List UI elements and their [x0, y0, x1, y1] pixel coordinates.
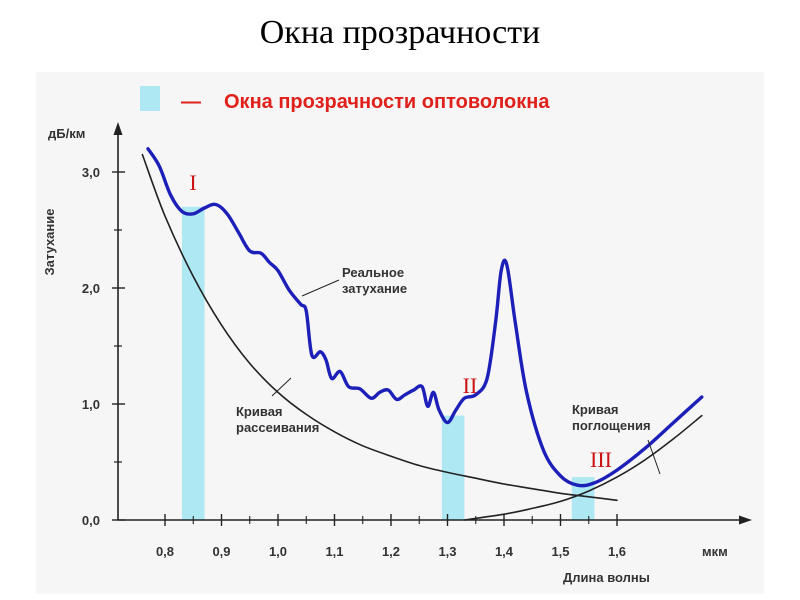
- annotation-real: Реальное затухание: [301, 265, 407, 297]
- y-axis-label: Затухание: [42, 209, 57, 276]
- y-tick-label-0: 0,0: [82, 513, 100, 528]
- window-bar-2: [441, 415, 465, 520]
- window-bar-3: [571, 477, 595, 520]
- x-tick-label-7: 1,5: [551, 544, 569, 559]
- legend-swatch: [140, 86, 160, 111]
- annotation-scattering: Кривая рассеивания: [236, 377, 319, 435]
- annotation-real-leader: [301, 279, 340, 297]
- x-tick-label-4: 1,2: [382, 544, 400, 559]
- annotation-real-line2: затухание: [342, 281, 407, 296]
- curves: [141, 147, 704, 521]
- window-label-2: II: [463, 373, 478, 398]
- x-axis-arrow: [739, 515, 752, 525]
- annotation-real-line1: Реальное: [342, 265, 404, 280]
- annotation-scattering-line1: Кривая: [236, 404, 283, 419]
- x-axis-label: Длина волны: [563, 570, 650, 585]
- real-attenuation-curve: [146, 147, 704, 488]
- legend-label: Окна прозрачности оптоволокна: [224, 91, 550, 113]
- figure-panel: [36, 72, 764, 594]
- y-tick-label-1: 1,0: [82, 397, 100, 412]
- legend-dash: —: [181, 91, 201, 113]
- x-tick-label-2: 1,0: [269, 544, 287, 559]
- annotation-absorption-line1: Кривая: [572, 402, 619, 417]
- transparency-windows: [181, 206, 595, 521]
- annotation-scattering-leader: [271, 377, 292, 397]
- annotation-absorption-line2: поглощения: [572, 418, 651, 433]
- y-axis-unit: дБ/км: [48, 126, 85, 141]
- x-tick-label-6: 1,4: [495, 544, 514, 559]
- slide-title: Окна прозрачности: [259, 14, 541, 51]
- x-axis-unit: мкм: [702, 544, 728, 559]
- window-label-1: I: [189, 170, 196, 195]
- annotation-scattering-line2: рассеивания: [236, 420, 319, 435]
- axis-ticks: 0,0 1,0 2,0 3,0 0,8 0,9 1,0 1,1 1,2 1,3 1,4 1,5 1,6: [82, 165, 626, 559]
- scattering-curve: [141, 153, 618, 502]
- annotation-absorption-leader: [647, 439, 661, 475]
- x-tick-label-0: 0,8: [156, 544, 174, 559]
- window-label-3: III: [590, 447, 612, 472]
- y-tick-label-3: 3,0: [82, 165, 100, 180]
- window-bar-1: [181, 206, 205, 521]
- x-tick-label-5: 1,3: [438, 544, 456, 559]
- y-axis-arrow: [113, 122, 123, 135]
- x-tick-label-3: 1,1: [325, 544, 343, 559]
- annotation-absorption: Кривая поглощения: [572, 402, 661, 475]
- absorption-curve: [463, 414, 703, 521]
- y-tick-label-2: 2,0: [82, 281, 100, 296]
- x-tick-label-8: 1,6: [608, 544, 626, 559]
- x-tick-label-1: 0,9: [212, 544, 230, 559]
